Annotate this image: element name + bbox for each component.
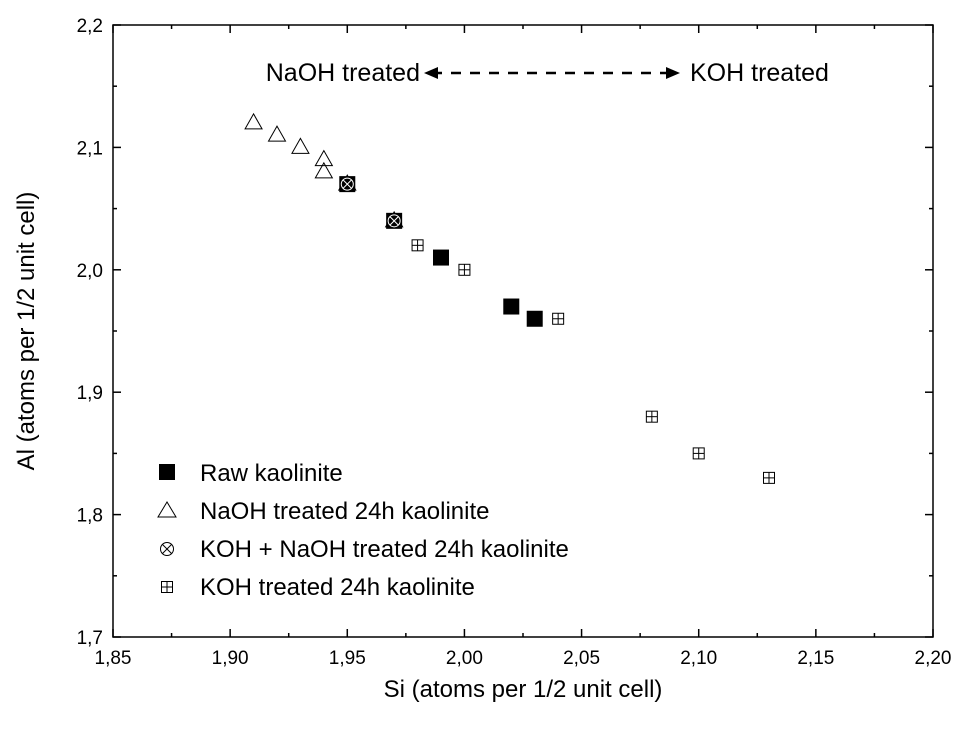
y-tick-label: 1,9 xyxy=(77,383,103,404)
x-tick-label: 1,85 xyxy=(95,648,132,669)
legend-label: NaOH treated 24h kaolinite xyxy=(200,498,490,525)
point-marker-shape xyxy=(387,214,401,228)
point-marker-shape xyxy=(291,137,310,154)
data-point-square-plus xyxy=(458,263,471,276)
x-tick-label: 2,20 xyxy=(915,648,952,669)
y-tick-label: 1,8 xyxy=(77,506,103,527)
point-marker-shape xyxy=(314,149,334,167)
legend-marker-open-triangle xyxy=(157,501,177,518)
point-marker-shape xyxy=(267,125,287,142)
point-marker-stroke xyxy=(342,179,352,189)
data-point-open-triangle xyxy=(314,161,334,179)
annotation-arrowhead-left xyxy=(424,67,438,79)
x-tick-label: 2,05 xyxy=(563,648,600,669)
legend-item-koh-naoh: KOH + NaOH treated 24h kaolinite xyxy=(160,536,569,563)
y-tick-label: 1,7 xyxy=(77,628,103,649)
point-marker-shape xyxy=(244,112,263,130)
point-marker-shape xyxy=(526,310,543,327)
x-tick-label: 2,00 xyxy=(446,648,483,669)
annotation-left-label: NaOH treated xyxy=(266,59,420,87)
data-point-square-plus xyxy=(692,447,705,460)
x-tick-label: 1,95 xyxy=(329,648,366,669)
x-tick-label: 2,10 xyxy=(680,648,717,669)
x-axis-title: Si (atoms per 1/2 unit cell) xyxy=(384,676,663,703)
data-point-open-triangle xyxy=(267,125,287,142)
axis-ticks xyxy=(112,24,934,638)
legend-label: KOH treated 24h kaolinite xyxy=(200,574,475,601)
data-point-open-triangle xyxy=(314,149,334,167)
data-point-square-plus xyxy=(645,410,658,423)
tick-labels: 1,85 1,90 1,95 2,00 2,05 2,10 2,15 2,20 1,7 1,8 1,… xyxy=(77,16,952,669)
annotation-arrowhead-right xyxy=(666,67,680,79)
point-marker-shape xyxy=(503,298,520,315)
data-point-circle-x xyxy=(387,214,401,228)
legend-item-naoh: NaOH treated 24h kaolinite xyxy=(157,498,490,525)
y-tick-label: 2,2 xyxy=(77,16,103,37)
data-point-open-triangle xyxy=(244,112,263,130)
data-point-filled-square xyxy=(526,310,543,327)
data-point-square-plus xyxy=(411,239,424,252)
data-point-square-plus xyxy=(552,312,565,325)
y-tick-label: 2,0 xyxy=(77,261,103,282)
y-tick-label: 2,1 xyxy=(77,138,103,159)
legend-item-koh: KOH treated 24h kaolinite xyxy=(161,574,475,601)
data-point-open-triangle xyxy=(291,137,310,154)
data-point-circle-x xyxy=(340,177,354,191)
legend-label: KOH + NaOH treated 24h kaolinite xyxy=(200,536,569,563)
annotation-right-label: KOH treated xyxy=(690,59,829,87)
legend-marker-filled-square xyxy=(159,464,175,480)
direction-annotation: NaOH treated KOH treated xyxy=(266,59,829,87)
data-points xyxy=(244,112,775,484)
data-point-filled-square xyxy=(433,249,449,266)
legend-label: Raw kaolinite xyxy=(200,460,343,487)
point-marker-shape xyxy=(433,249,449,266)
data-point-filled-square xyxy=(503,298,520,315)
point-marker-shape xyxy=(314,161,334,179)
legend-item-raw: Raw kaolinite xyxy=(159,460,343,487)
x-tick-label: 1,90 xyxy=(212,648,249,669)
legend-marker-x-stroke xyxy=(162,544,172,554)
y-axis-title: Al (atoms per 1/2 unit cell) xyxy=(13,192,40,471)
point-marker-stroke xyxy=(389,216,399,226)
x-tick-label: 2,15 xyxy=(797,648,834,669)
data-point-square-plus xyxy=(763,471,775,484)
legend: Raw kaolinite NaOH treated 24h kaolinite… xyxy=(157,460,569,601)
point-marker-shape xyxy=(340,177,354,191)
